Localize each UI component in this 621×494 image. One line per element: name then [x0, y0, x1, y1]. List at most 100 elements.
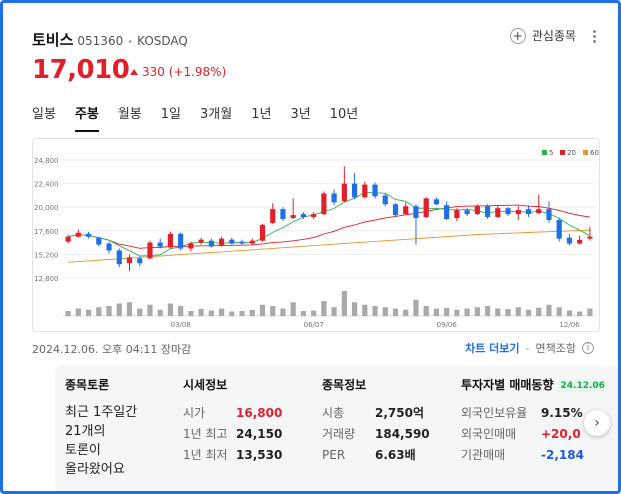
volume-bar [444, 308, 450, 316]
candle-body [454, 210, 460, 219]
candle-body [126, 257, 133, 264]
candle-body [147, 242, 153, 259]
quote-row-open: 시가 16,800 [183, 403, 309, 424]
tab-1year[interactable]: 1년 [251, 107, 272, 122]
candle-body [249, 240, 255, 244]
investor-value: +20,0 [541, 427, 581, 441]
plus-icon: + [509, 27, 526, 44]
volume-bar [321, 301, 327, 316]
next-card-button[interactable]: › [584, 410, 610, 436]
volume-bar [96, 307, 102, 316]
candle-body [403, 206, 409, 215]
investor-label: 기관매매 [461, 448, 506, 462]
tab-1day[interactable]: 1일 [160, 107, 181, 122]
favorite-button[interactable]: + 관심종목 [509, 27, 576, 44]
volume-bar [85, 309, 92, 316]
candle-body [65, 236, 71, 242]
volume-bar [372, 306, 378, 316]
chevron-right-icon: › [594, 415, 600, 431]
price-chart[interactable]: 24,800 22,400 20,000 17,600 15,200 12,800 03/0… [32, 138, 600, 332]
candle-body [433, 199, 440, 205]
volume-bar [382, 307, 388, 316]
info-title: 종목정보 [322, 378, 367, 392]
candle-body [178, 233, 184, 249]
tab-3month[interactable]: 3개월 [200, 107, 233, 122]
candle-body [259, 224, 266, 241]
candle-body [280, 209, 286, 219]
favorite-label: 관심종목 [531, 29, 576, 43]
tab-3year[interactable]: 3년 [290, 107, 311, 122]
volume-bar [229, 311, 235, 316]
quote-row-high: 1년 최고 24,150 [183, 424, 309, 445]
volume-bar [290, 302, 296, 316]
stock-name[interactable]: 토비스 [32, 31, 74, 49]
candle-body [577, 239, 583, 244]
y-tick-label: 24,800 [34, 157, 59, 165]
tab-daily[interactable]: 일봉 [32, 107, 56, 122]
chart-links: 차트 더보기 - 면책조항 i [465, 340, 594, 356]
info-value: 184,590 [375, 427, 430, 441]
volume-bar [137, 308, 143, 316]
candle-body [382, 195, 388, 205]
volume-bar [362, 304, 368, 316]
quote-row-low: 1년 최저 13,530 [183, 445, 309, 466]
ma20-line [68, 204, 590, 249]
candle-body [372, 184, 378, 197]
candle-body [198, 239, 204, 243]
quote-card[interactable]: 시세정보 시가 16,800 1년 최고 24,150 1년 최저 13,530 [173, 366, 319, 491]
stock-code: 051360 [77, 34, 124, 48]
candle-body [392, 204, 399, 216]
volume-bar [433, 308, 440, 316]
up-arrow-icon [130, 69, 138, 75]
more-options-icon[interactable] [593, 30, 596, 43]
volume-bar [587, 308, 593, 316]
legend-swatch [560, 150, 565, 155]
candle-body [116, 250, 122, 265]
candle-body [464, 210, 470, 215]
legend-label: 60 [590, 149, 599, 157]
volume-bar [515, 307, 521, 316]
quote-label: 시가 [183, 406, 206, 420]
quote-title: 시세정보 [183, 378, 228, 392]
disclaimer-link[interactable]: 면책조항 [535, 342, 576, 355]
candle-body [351, 183, 358, 198]
candle-body [331, 193, 337, 203]
quote-label: 1년 최저 [183, 448, 228, 462]
date-badge: 24.12.06 [557, 379, 608, 392]
candle-body [587, 236, 593, 239]
candle-body [546, 209, 552, 220]
chart-more-link[interactable]: 차트 더보기 [465, 342, 520, 355]
volume-bar [556, 307, 562, 316]
volume-bar [351, 302, 358, 316]
volume-bar [147, 304, 153, 316]
info-label: 거래량 [322, 427, 356, 441]
candle-body [536, 209, 542, 214]
info-row-volume: 거래량 184,590 [322, 424, 448, 445]
discussion-line: 최근 1주일간 [65, 405, 138, 420]
volume-bar [505, 309, 511, 316]
x-tick-label: 12/06 [559, 321, 580, 329]
tab-weekly[interactable]: 주봉 [74, 103, 99, 132]
volume-bar [474, 307, 480, 316]
separator-dot: • [127, 37, 134, 48]
investor-row-institution: 기관매매 -2,184 [461, 445, 618, 466]
market-name: KOSDAQ [137, 34, 188, 48]
info-icon[interactable]: i [582, 342, 594, 354]
candle-body [208, 240, 214, 247]
tab-monthly[interactable]: 월봉 [117, 107, 142, 122]
quote-value: 24,150 [236, 427, 283, 441]
candle-body [484, 206, 491, 218]
tab-10year[interactable]: 10년 [329, 107, 359, 122]
candle-body [188, 243, 194, 249]
info-card[interactable]: 종목정보 시총 2,750억 거래량 184,590 PER 6.63배 [312, 366, 458, 491]
volume-bar [198, 309, 204, 316]
volume-bar [392, 308, 399, 316]
volume-bar [403, 309, 409, 316]
volume-bar [413, 299, 419, 316]
volume-bar [249, 310, 255, 316]
volume-bar [178, 306, 184, 316]
candle-body [85, 233, 92, 237]
volume-bar [331, 307, 337, 316]
link-separator: - [525, 341, 530, 355]
candle-body [239, 241, 245, 244]
